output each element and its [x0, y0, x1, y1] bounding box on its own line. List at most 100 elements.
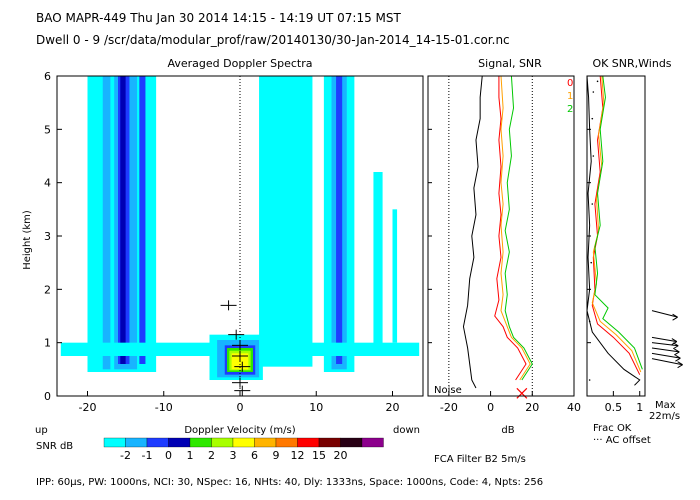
frac-ok-tick-label: 0.5 [605, 401, 623, 414]
height-tick-label: 1 [44, 337, 51, 350]
spectra-band [392, 209, 398, 343]
wind-arrow-head [674, 348, 680, 356]
snr-x-axis-label: dB [501, 425, 514, 436]
colorbar-tick-label: -1 [142, 449, 153, 462]
snr-tick-label: 20 [525, 401, 539, 414]
winds-panel-title: OK SNR,Winds [592, 57, 671, 70]
colorbar-tick-label: 12 [291, 449, 305, 462]
colorbar-swatch [103, 437, 126, 448]
fca-filter-label: FCA Filter B2 5m/s [434, 454, 526, 465]
snr-series-2 [504, 75, 533, 381]
instrument-parameters: IPP: 60μs, PW: 1000ns, NCI: 30, NSpec: 1… [36, 477, 543, 488]
snr-series-signal [462, 75, 483, 389]
colorbar-swatch [297, 437, 320, 448]
colorbar-tick-label: 9 [273, 449, 280, 462]
colorbar-label: SNR dB [36, 441, 73, 452]
height-tick-label: 2 [44, 283, 51, 296]
up-label: up [35, 425, 48, 436]
noise-label: Noise [434, 385, 462, 396]
spectra-band [259, 76, 313, 367]
down-label: down [393, 425, 420, 436]
legend-item-1: 1 [567, 91, 573, 102]
header-file-path: Dwell 0 - 9 /scr/data/modular_prof/raw/2… [36, 33, 510, 47]
winds-series-0 [591, 75, 641, 375]
ac-offset-point [596, 80, 599, 83]
colorbar-swatch [211, 437, 234, 448]
spectra-band [373, 172, 383, 354]
colorbar-tick-label: 20 [334, 449, 348, 462]
spectra-band [102, 76, 111, 370]
ac-offset-point [591, 203, 594, 205]
ac-offset-point [592, 91, 595, 93]
winds-panel-frame [586, 75, 646, 397]
velocity-tick-label: 0 [237, 401, 244, 414]
legend-item-2: 2 [567, 104, 573, 115]
velocity-tick-label: 10 [309, 401, 323, 414]
colorbar-swatch [275, 437, 298, 448]
height-tick-label: 4 [44, 177, 51, 190]
snr-series-1 [500, 75, 531, 381]
wind-arrow [651, 352, 681, 359]
wind-arrow [651, 342, 679, 347]
snr-panel-title: Signal, SNR [478, 57, 542, 70]
snr-tick-label: 40 [567, 401, 581, 414]
colorbar-tick-label: 3 [230, 449, 237, 462]
snr-tick-label: -20 [440, 401, 458, 414]
wind-arrow-head [671, 338, 678, 346]
spectra-band [336, 76, 343, 364]
colorbar-swatch [189, 437, 212, 448]
height-tick-label: 3 [44, 230, 51, 243]
wind-arrow-head [677, 361, 683, 369]
wind-arrow [651, 347, 680, 353]
max-wind-label: Max [655, 400, 676, 411]
height-tick-label: 5 [44, 123, 51, 136]
spectra-band [120, 76, 126, 364]
wind-arrow-head [672, 313, 678, 321]
frac-ok-tick-label: 1 [636, 401, 643, 414]
velocity-tick-label: 20 [386, 401, 400, 414]
max-wind-value: 22m/s [649, 411, 680, 422]
winds-series-1 [591, 75, 642, 373]
colorbar-swatch [340, 437, 363, 448]
spectra-band [139, 76, 146, 364]
colorbar-tick-label: 0 [165, 449, 172, 462]
legend-item-0: 0 [567, 78, 573, 89]
winds-series-2 [594, 75, 643, 370]
header-title: BAO MAPR-449 Thu Jan 30 2014 14:15 - 14:… [36, 11, 402, 25]
velocity-tick-label: -10 [155, 401, 173, 414]
ac-offset-point [590, 261, 593, 264]
winds-series-frac-ok [586, 75, 641, 386]
colorbar-swatch [254, 437, 277, 448]
velocity-tick-label: -20 [79, 401, 97, 414]
snr-panel-frame [427, 75, 575, 397]
ac-offset-point [592, 155, 595, 157]
ac-offset-label: ··· AC offset [593, 435, 651, 446]
colorbar-swatch [168, 437, 191, 448]
spectra-panel-title: Averaged Doppler Spectra [167, 57, 312, 70]
colorbar-swatch [232, 437, 255, 448]
colorbar-tick-label: 1 [187, 449, 194, 462]
wind-arrow [651, 310, 678, 318]
height-tick-label: 6 [44, 70, 51, 83]
snr-tick-label: 0 [487, 401, 494, 414]
colorbar-swatch [318, 437, 341, 448]
ac-offset-point [591, 117, 594, 120]
colorbar-tick-label: 6 [251, 449, 258, 462]
noise-marker [516, 387, 528, 399]
frac-ok-label: Frac OK [593, 423, 632, 434]
wind-arrow-head [675, 354, 681, 362]
colorbar-tick-label: 2 [208, 449, 215, 462]
colorbar-swatch [125, 437, 148, 448]
snr-series-0 [494, 76, 527, 381]
height-tick-label: 0 [44, 390, 51, 403]
wind-arrow [651, 336, 677, 343]
spectra-x-axis-label: Doppler Velocity (m/s) [184, 425, 295, 436]
ac-offset-point [588, 320, 591, 323]
wind-arrow [651, 358, 683, 366]
colorbar-swatch [361, 437, 384, 448]
colorbar-tick-label: 15 [312, 449, 326, 462]
colorbar-tick-label: -2 [120, 449, 131, 462]
spectra-y-axis-label: Height (km) [22, 210, 33, 270]
colorbar-swatch [146, 437, 169, 448]
